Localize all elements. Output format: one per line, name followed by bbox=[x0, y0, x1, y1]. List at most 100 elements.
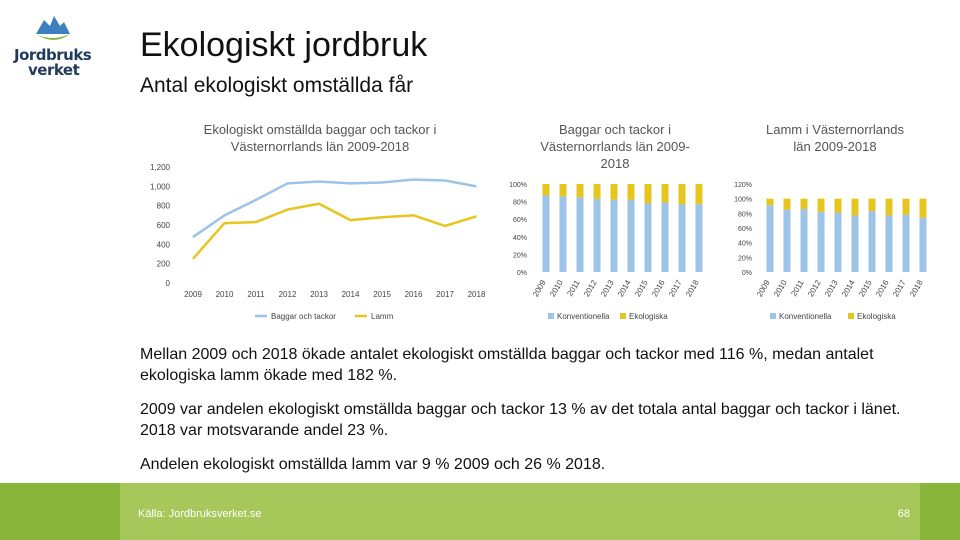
bar-ytick-label: 0% bbox=[517, 270, 527, 277]
bar-ekologiska bbox=[593, 184, 601, 199]
bar-ekologiska bbox=[919, 198, 927, 218]
line-xtick-label: 2013 bbox=[310, 290, 328, 299]
bar-xtick-label: 2015 bbox=[857, 278, 874, 298]
bar-ekologiska bbox=[885, 198, 893, 216]
bar-xtick-label: 2012 bbox=[806, 278, 823, 298]
bar-xtick-label: 2013 bbox=[823, 278, 840, 298]
bar-xtick-label: 2009 bbox=[531, 278, 548, 298]
line-ytick-label: 1,200 bbox=[150, 163, 171, 172]
paragraph-3: Andelen ekologiskt omställda lamm var 9 … bbox=[140, 456, 606, 473]
bar-xtick-label: 2011 bbox=[565, 278, 582, 298]
line-legend-label: Baggar och tackor bbox=[271, 312, 336, 321]
bar-xtick-label: 2011 bbox=[789, 278, 806, 298]
bar-legend-label: Konventionella bbox=[557, 312, 610, 321]
bar-konventionella bbox=[627, 199, 635, 272]
bar-xtick-label: 2018 bbox=[684, 278, 701, 298]
bar-ytick-label: 60% bbox=[513, 217, 527, 224]
bar-ytick-label: 120% bbox=[734, 182, 752, 189]
bar-chart-1-title: Baggar och tackor i Västernorrlands län … bbox=[540, 122, 690, 171]
bar-ytick-label: 20% bbox=[513, 252, 527, 259]
bar-xtick-label: 2013 bbox=[599, 278, 616, 298]
bar-konventionella bbox=[800, 208, 808, 272]
bar-xtick-label: 2017 bbox=[667, 278, 684, 298]
bar-legend-label: Konventionella bbox=[779, 312, 832, 321]
line-xtick-label: 2015 bbox=[373, 290, 391, 299]
bar-ekologiska bbox=[834, 198, 842, 213]
bar-konventionella bbox=[783, 209, 791, 272]
footer-panel bbox=[120, 483, 920, 540]
bar-ekologiska bbox=[800, 198, 808, 209]
bar-ytick-label: 40% bbox=[513, 235, 527, 242]
bar-konventionella bbox=[542, 195, 550, 272]
line-ytick-label: 1,000 bbox=[150, 182, 171, 191]
bar-konventionella bbox=[851, 215, 859, 272]
bar-konventionella bbox=[817, 211, 825, 272]
bar-ytick-label: 80% bbox=[513, 200, 527, 207]
bar-legend-label: Ekologiska bbox=[857, 312, 896, 321]
bar-chart-2-title: Lamm i Västernorrlands län 2009-2018 bbox=[766, 122, 904, 154]
line-xtick-label: 2012 bbox=[279, 290, 297, 299]
bar-konventionella bbox=[868, 211, 876, 272]
line-ytick-label: 200 bbox=[157, 260, 171, 269]
bar-xtick-label: 2010 bbox=[548, 278, 565, 298]
line-series-1 bbox=[192, 178, 477, 239]
footer-bar bbox=[0, 483, 960, 540]
bar-konventionella bbox=[766, 205, 774, 272]
bar-ekologiska bbox=[817, 198, 825, 212]
bar-xtick-label: 2014 bbox=[840, 278, 857, 298]
bar-konventionella bbox=[834, 212, 842, 272]
page-subtitle: Antal ekologiskt omställda får bbox=[140, 74, 414, 97]
paragraph-1: Mellan 2009 och 2018 ökade antalet ekolo… bbox=[140, 346, 874, 384]
line-chart: 0 200 400 600 800 1,000 1,200 2009 2010 2011 2012 2… bbox=[150, 163, 486, 321]
bar-konventionella bbox=[661, 202, 669, 272]
logo bbox=[14, 12, 104, 82]
bar-konventionella bbox=[559, 196, 567, 272]
bar-ekologiska bbox=[559, 184, 567, 197]
bar-ekologiska bbox=[661, 184, 669, 203]
bar-ekologiska bbox=[627, 184, 635, 200]
bar-konventionella bbox=[610, 199, 618, 272]
bar-ekologiska bbox=[542, 184, 550, 196]
bar-xtick-label: 2015 bbox=[633, 278, 650, 298]
bar-ytick-label: 100% bbox=[734, 197, 752, 204]
bar-ytick-label: 40% bbox=[738, 241, 752, 248]
line-ytick-label: 600 bbox=[157, 221, 171, 230]
bar-konventionella bbox=[902, 214, 910, 272]
bar-ytick-label: 20% bbox=[738, 255, 752, 262]
bar-ekologiska bbox=[783, 198, 791, 210]
page-title: Ekologiskt jordbruk bbox=[140, 26, 428, 64]
bar-konventionella bbox=[885, 215, 893, 272]
bar-xtick-label: 2009 bbox=[755, 278, 772, 298]
bar-legend-swatch bbox=[620, 313, 626, 319]
bar-konventionella bbox=[678, 204, 686, 272]
bar-ekologiska bbox=[678, 184, 686, 205]
bar-ekologiska bbox=[576, 184, 584, 198]
bar-ytick-label: 80% bbox=[738, 211, 752, 218]
logo-line-1: Jordbruks bbox=[14, 46, 92, 64]
bar-xtick-label: 2016 bbox=[650, 278, 667, 298]
bar-konventionella bbox=[593, 198, 601, 272]
line-xtick-label: 2017 bbox=[436, 290, 454, 299]
bar-legend-swatch bbox=[770, 313, 776, 319]
source-text: Källa: Jordbruksverket.se bbox=[138, 508, 262, 520]
bar-ytick-label: 60% bbox=[738, 226, 752, 233]
bar-chart-2: 0%20%40%60%80%100%120%2009 2010 2011 2012 20… bbox=[734, 182, 927, 321]
bar-ekologiska bbox=[610, 184, 618, 200]
line-xtick-label: 2016 bbox=[405, 290, 423, 299]
bar-ekologiska bbox=[868, 198, 876, 212]
bar-xtick-label: 2018 bbox=[908, 278, 925, 298]
leaf-logo-icon bbox=[36, 16, 70, 40]
bar-ytick-label: 100% bbox=[509, 182, 527, 189]
line-xtick-label: 2010 bbox=[216, 290, 234, 299]
bar-ekologiska bbox=[902, 198, 910, 215]
bar-xtick-label: 2017 bbox=[891, 278, 908, 298]
bar-ekologiska bbox=[851, 198, 859, 216]
bar-ekologiska bbox=[695, 184, 703, 205]
line-xtick-label: 2014 bbox=[342, 290, 360, 299]
line-series-2 bbox=[192, 202, 477, 260]
paragraph-2: 2009 var andelen ekologiskt omställda ba… bbox=[140, 401, 901, 439]
bar-legend-swatch bbox=[548, 313, 554, 319]
bar-xtick-label: 2010 bbox=[772, 278, 789, 298]
line-xtick-label: 2009 bbox=[184, 290, 202, 299]
